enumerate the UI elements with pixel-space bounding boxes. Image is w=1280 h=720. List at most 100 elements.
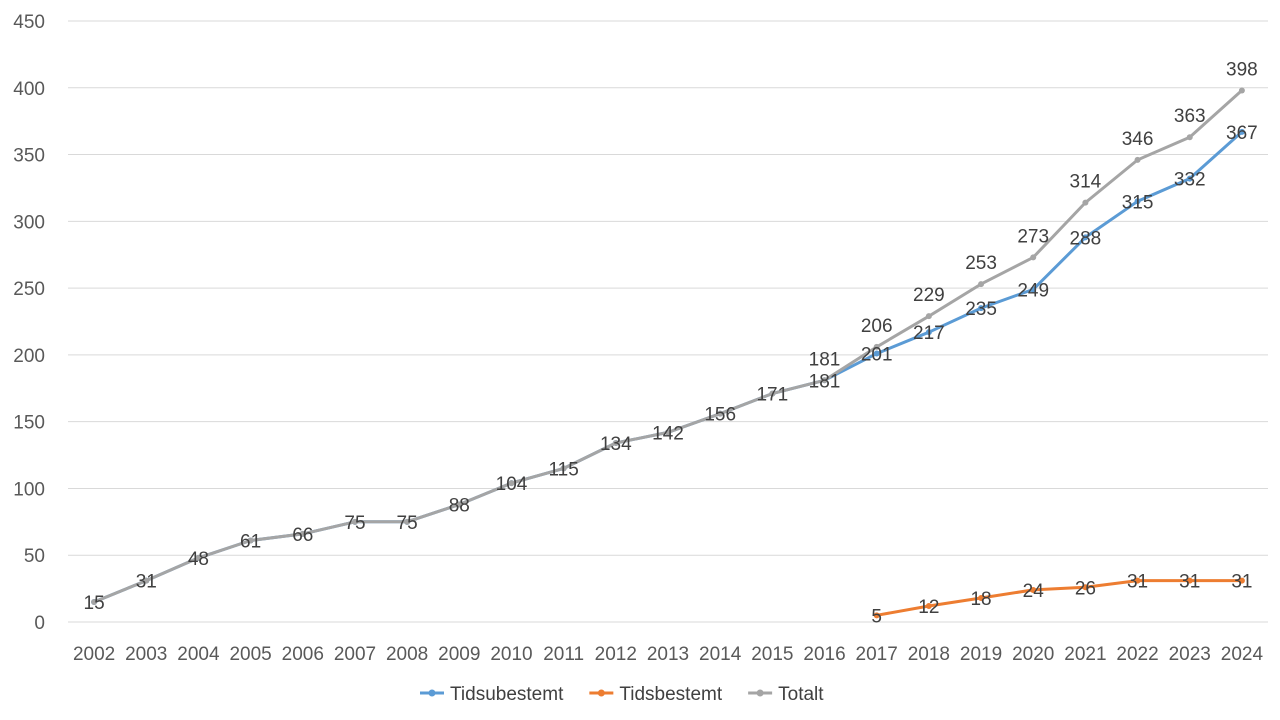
legend-label: Totalt xyxy=(778,684,824,705)
y-tick-label: 350 xyxy=(13,146,45,167)
data-label: 88 xyxy=(449,495,470,516)
data-point xyxy=(1134,577,1141,584)
series-line xyxy=(92,88,1244,604)
gridlines xyxy=(68,20,1268,623)
data-label: 273 xyxy=(1017,226,1049,247)
data-label: 249 xyxy=(1017,280,1049,301)
data-point xyxy=(925,602,932,609)
data-label: 206 xyxy=(861,316,893,337)
data-label: 171 xyxy=(756,385,788,406)
x-tick-label: 2006 xyxy=(282,644,324,665)
data-point xyxy=(143,577,150,584)
data-point xyxy=(1134,156,1141,163)
data-point xyxy=(978,281,985,288)
x-tick-label: 2002 xyxy=(73,644,115,665)
legend: Tidsubestemt Tidsbestemt Totalt xyxy=(420,684,824,705)
data-point xyxy=(1238,128,1245,135)
data-label: 346 xyxy=(1122,129,1154,150)
data-point xyxy=(925,313,932,320)
y-tick-label: 450 xyxy=(13,12,45,33)
data-point xyxy=(1186,134,1193,141)
legend-item: Tidsbestemt xyxy=(589,684,723,705)
data-point xyxy=(873,343,880,350)
legend-item: Totalt xyxy=(748,684,824,705)
data-point xyxy=(1082,584,1089,591)
data-label: 61 xyxy=(240,532,261,553)
data-label: 66 xyxy=(292,525,313,546)
data-point xyxy=(873,612,880,619)
data-label: 315 xyxy=(1122,192,1154,213)
data-label: 235 xyxy=(965,299,997,320)
data-point xyxy=(351,518,358,525)
data-point xyxy=(1134,198,1141,205)
data-label: 156 xyxy=(704,405,736,426)
data-label: 217 xyxy=(913,323,945,344)
data-label: 288 xyxy=(1070,228,1102,249)
data-point xyxy=(1030,254,1037,261)
series-tidsubestemt xyxy=(91,128,1245,605)
data-point xyxy=(1186,175,1193,182)
x-tick-label: 2011 xyxy=(543,644,584,665)
legend-item: Tidsubestemt xyxy=(420,684,564,705)
data-label: 5 xyxy=(871,606,882,627)
data-point xyxy=(1082,199,1089,206)
y-tick-label: 150 xyxy=(13,413,45,434)
data-label: 31 xyxy=(1231,572,1252,593)
data-point xyxy=(873,350,880,357)
data-label: 75 xyxy=(397,513,418,534)
data-point xyxy=(665,429,671,436)
data-label: 31 xyxy=(136,572,157,593)
data-point xyxy=(91,598,98,605)
series-line xyxy=(875,579,1244,617)
data-point xyxy=(456,501,463,508)
data-point xyxy=(195,554,202,561)
data-label: 24 xyxy=(1023,581,1045,602)
data-point xyxy=(1030,586,1037,593)
data-label: 15 xyxy=(84,593,105,614)
x-tick-label: 2013 xyxy=(647,644,689,665)
x-tick-label: 2005 xyxy=(229,644,271,665)
data-point xyxy=(1186,577,1193,584)
data-label: 115 xyxy=(549,459,579,480)
data-label: 367 xyxy=(1226,123,1258,144)
x-tick-label: 2007 xyxy=(334,644,376,665)
x-tick-label: 2017 xyxy=(856,644,898,665)
x-tick-label: 2016 xyxy=(803,644,845,665)
data-point xyxy=(299,530,306,537)
y-axis-ticks: 0 50 100 150 200 250 300 350 400 450 xyxy=(13,12,45,634)
x-tick-label: 2009 xyxy=(438,644,480,665)
data-labels: 181 201 217 235 249 288 315 332 367 5 12 18 24 26 31 31… xyxy=(84,59,1258,627)
series-line xyxy=(92,130,1244,604)
data-label: 26 xyxy=(1075,578,1096,599)
data-label: 48 xyxy=(188,549,209,570)
series-totalt xyxy=(91,87,1245,605)
data-point xyxy=(978,305,985,312)
data-point xyxy=(1238,87,1245,94)
data-label: 181 xyxy=(809,349,841,370)
y-tick-label: 250 xyxy=(13,279,45,300)
legend-marker-icon xyxy=(756,689,764,697)
data-point xyxy=(821,377,828,384)
data-label: 314 xyxy=(1070,172,1102,193)
data-point xyxy=(978,594,985,601)
data-point xyxy=(404,518,411,525)
x-tick-label: 2015 xyxy=(751,644,793,665)
y-tick-label: 50 xyxy=(24,546,45,567)
data-label: 75 xyxy=(344,513,365,534)
x-tick-label: 2014 xyxy=(699,644,742,665)
data-label: 104 xyxy=(496,474,528,495)
data-label: 363 xyxy=(1174,106,1206,127)
data-label: 142 xyxy=(652,423,684,444)
y-tick-label: 100 xyxy=(13,479,45,500)
data-point xyxy=(1082,234,1089,241)
data-point xyxy=(247,537,254,544)
x-tick-label: 2018 xyxy=(908,644,950,665)
data-label: 398 xyxy=(1226,59,1258,80)
data-label: 181 xyxy=(809,371,841,392)
series-tidsbestemt xyxy=(873,577,1245,619)
legend-label: Tidsubestemt xyxy=(450,684,564,705)
x-tick-label: 2010 xyxy=(490,644,532,665)
x-tick-label: 2008 xyxy=(386,644,428,665)
data-point xyxy=(717,410,724,417)
series-lines xyxy=(91,87,1245,619)
